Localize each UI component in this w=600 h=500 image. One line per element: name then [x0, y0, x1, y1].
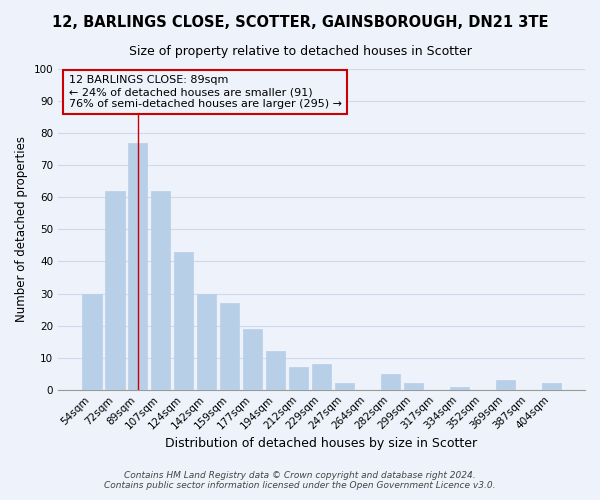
- Bar: [266, 351, 286, 390]
- Text: 12, BARLINGS CLOSE, SCOTTER, GAINSBOROUGH, DN21 3TE: 12, BARLINGS CLOSE, SCOTTER, GAINSBOROUG…: [52, 15, 548, 30]
- Bar: [105, 191, 125, 390]
- Text: 12 BARLINGS CLOSE: 89sqm
← 24% of detached houses are smaller (91)
76% of semi-d: 12 BARLINGS CLOSE: 89sqm ← 24% of detach…: [68, 76, 341, 108]
- Bar: [312, 364, 331, 390]
- Bar: [542, 384, 561, 390]
- Text: Contains HM Land Registry data © Crown copyright and database right 2024.
Contai: Contains HM Land Registry data © Crown c…: [104, 470, 496, 490]
- Bar: [404, 384, 423, 390]
- Bar: [380, 374, 400, 390]
- Bar: [82, 294, 101, 390]
- Y-axis label: Number of detached properties: Number of detached properties: [15, 136, 28, 322]
- Bar: [496, 380, 515, 390]
- X-axis label: Distribution of detached houses by size in Scotter: Distribution of detached houses by size …: [166, 437, 478, 450]
- Text: Size of property relative to detached houses in Scotter: Size of property relative to detached ho…: [128, 45, 472, 58]
- Bar: [197, 294, 217, 390]
- Bar: [449, 386, 469, 390]
- Bar: [243, 329, 262, 390]
- Bar: [151, 191, 170, 390]
- Bar: [174, 252, 193, 390]
- Bar: [335, 384, 354, 390]
- Bar: [128, 143, 148, 390]
- Bar: [220, 303, 239, 390]
- Bar: [289, 368, 308, 390]
